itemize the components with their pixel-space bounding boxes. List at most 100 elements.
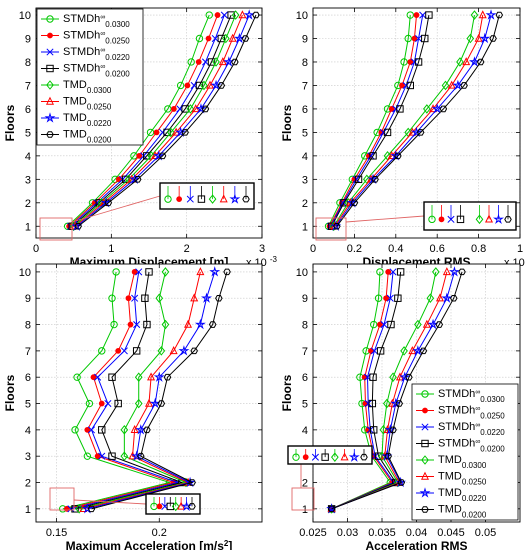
data-point [408,346,417,355]
zoom-inset-marker [504,216,512,223]
y-tick-label: 2 [302,198,308,210]
series-line-5 [331,271,448,510]
y-tick-label: 8 [25,320,31,332]
series-line-0 [62,271,172,510]
legend-box [411,383,519,521]
data-point [354,175,363,184]
x-tick-label: 0.2 [152,527,167,539]
legend-label: STMDh∞0.0200 [438,438,505,454]
legend: STMDh∞0.0300STMDh∞0.0250STMDh∞0.0220STMD… [411,383,519,521]
series-line-3 [71,14,232,227]
zoom-area-box [315,217,347,241]
data-point [98,452,106,460]
legend-marker [46,80,54,90]
y-tick-label: 6 [302,372,308,384]
data-point [161,267,170,277]
data-point [462,57,471,66]
data-point [423,104,431,114]
y-tick-label: 9 [302,293,308,305]
data-point [201,58,210,66]
data-point [84,426,91,433]
data-point [215,294,223,302]
data-point [368,399,377,408]
data-point [383,128,392,137]
data-point [370,426,378,434]
zoom-inset-marker [219,194,228,203]
x-axis-label: Maximum Acceleration [m/s2] [66,539,233,550]
legend-marker [421,423,429,431]
zoom-inset-marker [186,195,194,203]
data-point [153,371,165,382]
data-point [369,152,377,160]
data-point [94,373,102,381]
data-point [327,505,336,513]
y-tick-label: 7 [302,80,308,92]
data-point [73,373,81,381]
data-point [435,321,444,328]
data-point [396,268,405,276]
data-point [406,81,414,90]
x-tick-label: 0 [310,243,316,255]
data-point [422,319,431,328]
data-point [388,398,397,407]
data-point [479,32,491,44]
data-point [376,268,384,276]
data-point [155,293,164,304]
data-point [181,105,189,113]
y-tick-label: 2 [25,198,31,210]
data-point [120,347,128,355]
data-point [132,347,141,355]
data-point [195,81,204,90]
data-point [196,267,205,276]
x-tick-label: 0.04 [406,527,427,539]
legend-label: TMD0.0200 [63,129,112,145]
data-point [456,57,464,67]
data-point [195,59,202,65]
y-tick-label: 10 [296,267,308,279]
data-point [400,346,408,356]
data-point [370,320,378,329]
data-point [143,320,151,329]
zoom-inset-marker [447,215,455,223]
data-point [223,268,231,276]
zoom-inset-marker [164,195,172,203]
data-point [220,11,228,19]
zoom-inset-marker [166,502,174,511]
y-tick-label: 5 [25,127,31,139]
data-point [419,11,427,19]
data-point [181,129,189,136]
data-point [163,373,172,381]
zoom-inset-marker [171,501,180,512]
series-line-6 [87,271,216,510]
data-point [133,320,141,329]
legend-box [36,8,144,146]
data-point [205,11,213,19]
data-point [200,80,208,91]
legend-label: TMD0.0300 [63,79,112,95]
panel-acceleration-rms: 0.0250.030.0350.040.0450.0512345678910Ac… [280,263,521,550]
zoom-inset-marker [340,452,349,461]
x-tick-label: 0.03 [337,527,358,539]
zoom-inset-marker [475,214,484,225]
axes-frame [35,7,263,239]
y-tick-label: 3 [302,174,308,186]
y-tick-label: 7 [302,346,308,358]
series-line-3 [331,14,430,227]
zoom-inset-marker [302,454,309,461]
data-point [330,220,342,231]
data-point [125,295,132,302]
data-point [145,268,153,276]
data-point [134,372,143,383]
data-point [381,450,393,461]
y-tick-label: 8 [25,57,31,69]
legend-label: STMDh∞0.0300 [438,388,505,404]
data-point [466,33,475,44]
zoom-inset-marker [438,216,445,223]
zoom-inset-marker [197,195,206,203]
data-point [476,58,485,66]
data-point [157,346,166,356]
series-line-1 [331,271,394,510]
data-point [131,294,139,302]
x-tick-label: 0.6 [430,243,445,255]
data-point [441,80,450,91]
